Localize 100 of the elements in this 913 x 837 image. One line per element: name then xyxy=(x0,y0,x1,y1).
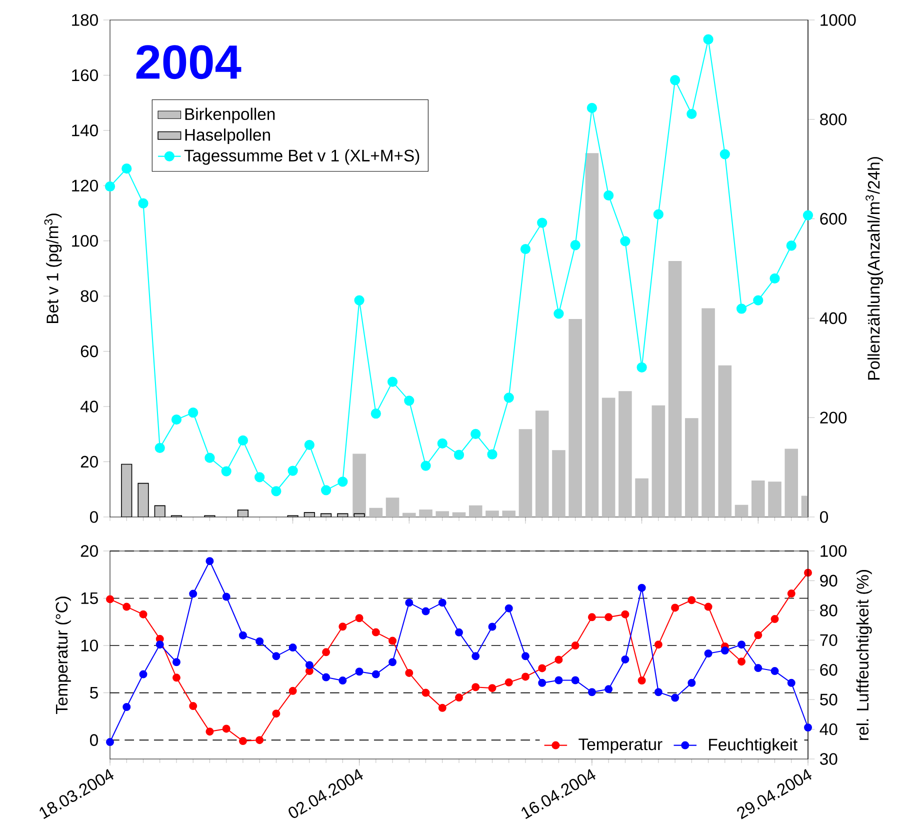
point xyxy=(753,295,764,306)
y2-axis-title: rel. Luftfeuchtigkeit (%) xyxy=(856,570,872,740)
point xyxy=(521,672,530,681)
point xyxy=(802,210,814,220)
point xyxy=(372,670,380,678)
point xyxy=(272,710,280,718)
y2-tick-label: 60 xyxy=(820,664,838,676)
point xyxy=(472,652,480,660)
point xyxy=(388,658,397,666)
point xyxy=(604,613,613,622)
point xyxy=(338,622,347,631)
point xyxy=(370,408,381,419)
legend-label: Tagessumme Bet v 1 (XL+M+S) xyxy=(184,149,420,165)
point xyxy=(588,613,596,622)
point xyxy=(754,664,762,672)
chart-title: 2004 xyxy=(136,45,242,80)
point xyxy=(438,704,446,712)
point xyxy=(604,190,614,200)
y2-tick-label: 1000 xyxy=(820,14,856,26)
y-axis-title: Bet v 1 (pg/m$^{3}$) xyxy=(44,214,62,324)
point xyxy=(204,452,215,463)
bar xyxy=(386,498,400,517)
point xyxy=(122,702,131,711)
point xyxy=(621,655,630,664)
point xyxy=(638,584,646,592)
point xyxy=(437,438,448,448)
y2-tick-label: 200 xyxy=(820,412,847,424)
point xyxy=(388,636,397,645)
bar xyxy=(668,261,682,517)
point xyxy=(504,392,514,403)
y2-axis-title: Pollenzählung(Anzahl/m$^{3}$/24h) xyxy=(866,157,884,380)
point xyxy=(222,592,230,601)
point xyxy=(405,598,414,607)
point xyxy=(222,724,230,733)
y-tick-label: 20 xyxy=(80,545,98,557)
point xyxy=(703,34,714,44)
y2-tick-label: 100 xyxy=(820,545,847,557)
y2-tick-label: 30 xyxy=(820,753,838,765)
bar xyxy=(718,365,732,517)
point xyxy=(320,485,332,496)
point xyxy=(538,678,546,687)
y2-tick-label: 90 xyxy=(820,574,838,587)
bar xyxy=(602,398,616,517)
bar xyxy=(502,510,516,517)
point xyxy=(638,676,646,685)
point xyxy=(521,652,530,660)
point xyxy=(571,642,580,650)
point xyxy=(736,304,747,314)
bar xyxy=(784,448,798,517)
point xyxy=(586,102,598,114)
point xyxy=(455,628,464,636)
point xyxy=(654,688,662,696)
bar xyxy=(486,510,499,517)
bar xyxy=(751,480,765,517)
point xyxy=(288,644,297,652)
point xyxy=(738,658,746,666)
legend-label: Haselpollen xyxy=(185,128,270,144)
point xyxy=(256,736,264,744)
bar xyxy=(518,429,532,517)
point xyxy=(670,75,680,86)
point xyxy=(520,244,531,254)
y2-tick-label: 70 xyxy=(820,634,838,646)
bar xyxy=(468,505,482,517)
point xyxy=(720,646,729,655)
y-tick-label: 40 xyxy=(80,400,98,412)
point xyxy=(554,656,563,664)
point xyxy=(305,661,314,670)
point xyxy=(405,668,414,677)
point xyxy=(172,658,180,666)
point xyxy=(221,466,232,476)
point xyxy=(304,440,314,450)
y-tick-label: 10 xyxy=(81,640,98,652)
point xyxy=(621,610,630,618)
bar xyxy=(436,511,450,517)
point xyxy=(238,631,247,640)
bar xyxy=(768,482,782,517)
y-tick-label: 0 xyxy=(90,511,98,523)
point xyxy=(786,240,796,251)
legend-label: Temperatur xyxy=(578,738,662,754)
point xyxy=(338,676,347,685)
point xyxy=(271,486,282,496)
point xyxy=(188,408,198,418)
point xyxy=(472,683,480,692)
bar xyxy=(685,418,698,517)
y2-tick-label: 50 xyxy=(820,694,838,706)
point xyxy=(354,295,364,306)
point xyxy=(438,598,446,607)
bar xyxy=(352,454,366,517)
point xyxy=(454,450,464,460)
point xyxy=(288,466,298,476)
y-tick-label: 80 xyxy=(80,290,98,302)
point xyxy=(154,442,165,453)
y-tick-label: 60 xyxy=(80,345,98,358)
point xyxy=(487,449,498,460)
point xyxy=(422,607,430,616)
point xyxy=(256,637,264,646)
point xyxy=(738,640,746,649)
bar xyxy=(552,450,566,517)
bar xyxy=(734,504,748,517)
point xyxy=(770,667,779,676)
